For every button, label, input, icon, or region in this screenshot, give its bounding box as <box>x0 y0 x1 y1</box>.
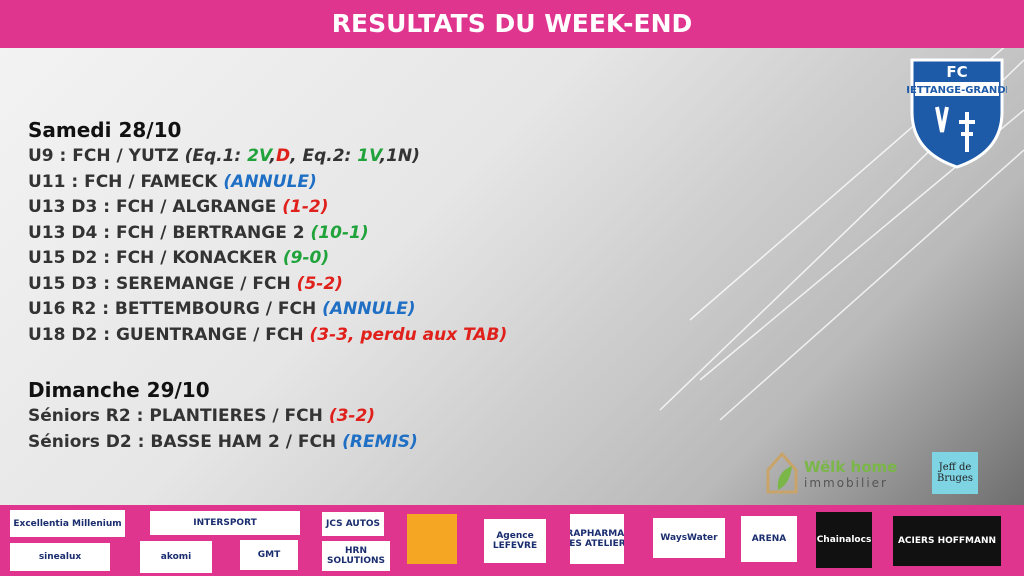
match-result: (1-2) <box>282 197 329 217</box>
sponsor-logo: ARENA <box>741 516 797 562</box>
match-result: (9-0) <box>282 248 330 268</box>
match-result: (5-2) <box>296 273 343 294</box>
sponsor-logo: ACIERS HOFFMANN <box>893 516 1001 566</box>
section: Samedi 28/10 U9 : FCH / YUTZ (Eq.1: 2V,D,… <box>28 117 507 348</box>
match-teams: U15 D2 : FCH / KONACKER <box>28 248 277 268</box>
sponsor-logo: GMT <box>240 540 298 570</box>
sponsor-logo: Agence LEFEVRE <box>484 519 546 563</box>
match-teams: U13 D4 : FCH / BERTRANGE 2 <box>28 222 305 243</box>
match-result: , <box>269 146 276 166</box>
sponsor-logo: HRN SOLUTIONS <box>322 541 390 571</box>
match-result: (10-1) <box>310 222 369 243</box>
match-line: U15 D3 : SEREMANGE / FCH (5-2) <box>28 272 507 298</box>
sponsor-logo: PARAPHARMACIE DES ATELIERS <box>570 514 624 564</box>
match-teams: Séniors D2 : BASSE HAM 2 / FCH <box>28 431 337 452</box>
match-line: Séniors D2 : BASSE HAM 2 / FCH (REMIS) <box>28 430 418 456</box>
match-teams: U13 D3 : FCH / ALGRANGE <box>28 197 277 217</box>
sponsor-logo: JCS AUTOS <box>322 512 384 536</box>
match-line: U11 : FCH / FAMECK (ANNULE) <box>28 170 507 196</box>
sponsor-logo: WaysWater <box>653 518 725 558</box>
section-title: Samedi 28/10 <box>28 118 182 142</box>
header-title: RESULTATS DU WEEK-END <box>0 0 1024 48</box>
partner-name: Wëlk home <box>804 458 898 476</box>
match-line: U9 : FCH / YUTZ (Eq.1: 2V,D, Eq.2: 1V,1N… <box>28 144 507 170</box>
sponsor-logo: sinealux <box>10 543 110 571</box>
match-result: , Eq.2: <box>290 146 358 166</box>
match-teams: Séniors R2 : PLANTIERES / FCH <box>28 406 323 426</box>
match-teams: U15 D3 : SEREMANGE / FCH <box>28 273 291 294</box>
match-result: (ANNULE) <box>322 299 416 319</box>
section-title: Dimanche 29/10 <box>28 378 210 402</box>
match-result: 1V <box>357 146 380 166</box>
match-line: U13 D4 : FCH / BERTRANGE 2 (10-1) <box>28 221 507 247</box>
match-result: (Eq.1: <box>184 146 248 166</box>
sponsor-logo: Excellentia Millenium <box>10 510 125 537</box>
match-teams: U9 : FCH / YUTZ <box>28 146 179 166</box>
sponsor-logo: Chainalocs <box>816 512 872 568</box>
match-teams: U11 : FCH / FAMECK <box>28 171 218 192</box>
section: Dimanche 29/10 Séniors R2 : PLANTIERES / … <box>28 377 418 455</box>
match-line: U16 R2 : BETTEMBOURG / FCH (ANNULE) <box>28 297 507 323</box>
match-result: ,1N) <box>379 146 420 166</box>
club-logo: FC HETTANGE-GRANDE <box>907 58 1007 169</box>
match-line: U18 D2 : GUENTRANGE / FCH (3-3, perdu au… <box>28 323 507 349</box>
sponsor-logo <box>407 514 457 564</box>
match-result: (3-3, perdu aux TAB) <box>309 324 508 345</box>
match-teams: U16 R2 : BETTEMBOURG / FCH <box>28 299 317 319</box>
match-line: Séniors R2 : PLANTIERES / FCH (3-2) <box>28 404 418 430</box>
logo-name: HETTANGE-GRANDE <box>907 85 1007 96</box>
match-line: U15 D2 : FCH / KONACKER (9-0) <box>28 246 507 272</box>
sponsor-logo: INTERSPORT <box>150 511 300 535</box>
logo-top: FC <box>946 63 967 81</box>
welk-logo: Wëlk home immobilier <box>764 446 914 494</box>
match-result: D <box>275 146 291 166</box>
match-result: 2V <box>247 146 270 166</box>
match-result: (REMIS) <box>342 431 418 452</box>
match-teams: U18 D2 : GUENTRANGE / FCH <box>28 324 304 345</box>
match-line: U13 D3 : FCH / ALGRANGE (1-2) <box>28 195 507 221</box>
match-result: (ANNULE) <box>223 171 317 192</box>
match-result: (3-2) <box>328 406 376 426</box>
partner-sub: immobilier <box>804 476 888 490</box>
sponsor-logo: akomi <box>140 541 212 573</box>
partner-logo: Jeff de Bruges <box>932 452 978 494</box>
